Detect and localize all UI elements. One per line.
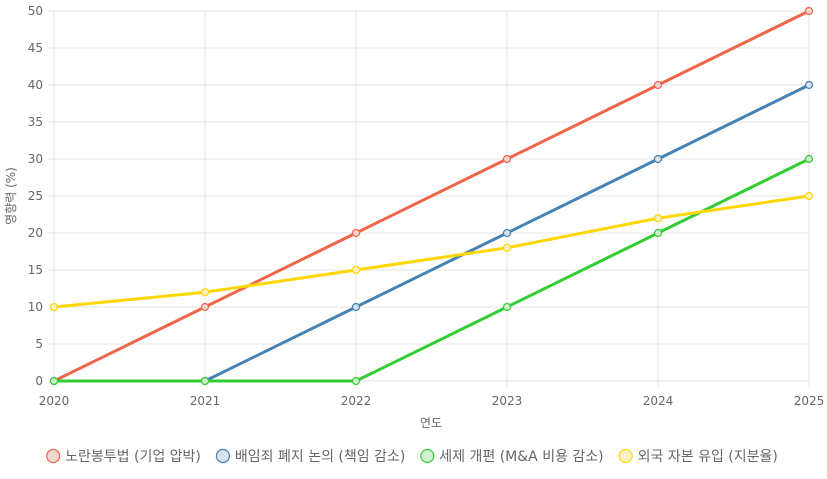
data-point[interactable] [804, 154, 814, 164]
data-point[interactable] [653, 214, 663, 223]
legend-item[interactable]: 노란봉투법 (기업 압박) [46, 448, 201, 465]
series-line [52, 9, 811, 383]
legend-label: 세제 개편 (M&A 비용 감소) [439, 449, 603, 465]
x-tick-label: 2023 [492, 394, 523, 408]
data-point[interactable] [351, 376, 361, 386]
y-tick-label: 25 [28, 189, 43, 203]
data-point[interactable] [200, 302, 210, 312]
data-point[interactable] [502, 243, 512, 252]
legend-swatch [46, 448, 61, 464]
y-tick-label: 15 [28, 263, 43, 277]
y-axis-title: 영향력 (%) [4, 167, 18, 225]
data-point[interactable] [351, 302, 361, 312]
series-layer [49, 6, 814, 386]
x-tick-label: 2022 [341, 394, 372, 408]
y-tick-label: 40 [28, 78, 43, 92]
x-axis-title: 연도 [420, 416, 442, 430]
data-point[interactable] [653, 228, 663, 238]
x-tick-labels: 2020 2021 2022 2023 2024 2025 [39, 394, 825, 408]
x-tick-label: 2025 [794, 394, 825, 408]
series-2 [49, 154, 814, 386]
legend-swatch [215, 448, 230, 464]
data-point[interactable] [351, 265, 361, 275]
legend-swatch [618, 448, 633, 464]
legend: 노란봉투법 (기업 압박) 배임죄 폐지 논의 (책임 감소) 세제 개편 (M&A… [46, 448, 778, 465]
data-point[interactable] [804, 6, 814, 16]
data-point[interactable] [502, 302, 512, 312]
y-tick-label: 50 [28, 4, 43, 18]
y-tick-label: 35 [28, 115, 43, 129]
series-line [52, 157, 811, 383]
legend-label: 배임죄 폐지 논의 (책임 감소) [235, 449, 405, 465]
x-tick-label: 2020 [39, 394, 70, 408]
series-0 [49, 6, 814, 386]
y-tick-label: 5 [35, 337, 43, 351]
data-point[interactable] [653, 80, 663, 90]
data-point[interactable] [804, 80, 814, 90]
data-point[interactable] [200, 288, 210, 297]
data-point[interactable] [200, 376, 210, 386]
data-point[interactable] [49, 302, 59, 312]
data-point[interactable] [653, 154, 663, 164]
data-point[interactable] [502, 228, 512, 238]
legend-label: 외국 자본 유입 (지분율) [638, 449, 778, 465]
y-tick-label: 30 [28, 152, 43, 166]
legend-item[interactable]: 세제 개편 (M&A 비용 감소) [420, 448, 604, 465]
legend-item[interactable]: 배임죄 폐지 논의 (책임 감소) [215, 448, 405, 465]
legend-swatch [420, 448, 435, 464]
y-tick-label: 45 [28, 41, 43, 55]
legend-item[interactable]: 외국 자본 유입 (지분율) [618, 448, 778, 465]
y-tick-label: 10 [28, 300, 43, 314]
data-point[interactable] [49, 376, 59, 386]
y-tick-label: 20 [28, 226, 43, 240]
x-tick-label: 2024 [643, 394, 674, 408]
data-point[interactable] [502, 154, 512, 164]
data-point[interactable] [804, 191, 814, 201]
data-point[interactable] [351, 228, 361, 238]
series-3 [49, 191, 814, 312]
x-tick-label: 2021 [190, 394, 221, 408]
series-line [52, 194, 811, 309]
legend-label: 노란봉투법 (기업 압박) [65, 449, 201, 465]
y-tick-labels: 0 5 10 15 20 25 30 35 40 45 50 [28, 4, 43, 388]
y-tick-label: 0 [35, 374, 43, 388]
